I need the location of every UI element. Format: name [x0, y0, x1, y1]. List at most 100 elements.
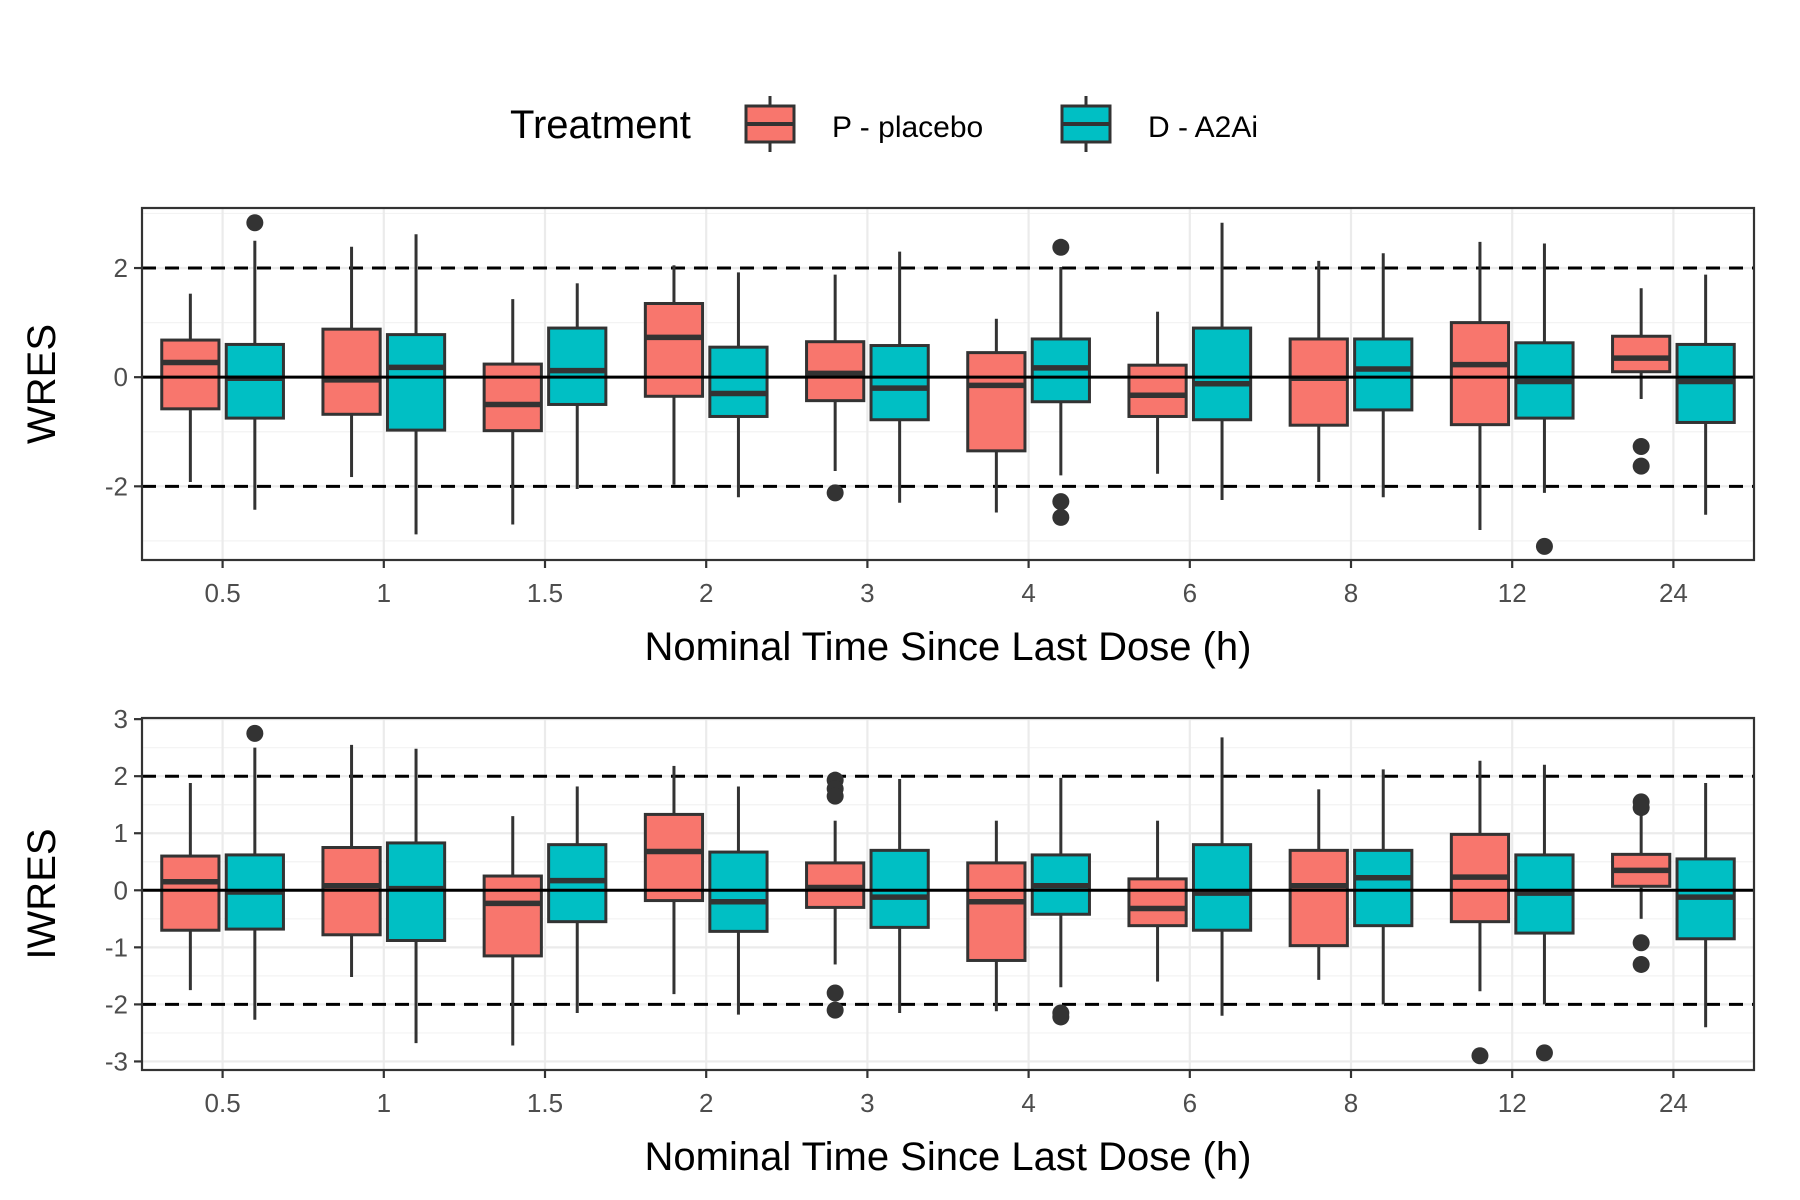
y-tick-label: 1 [114, 818, 128, 848]
y-axis-title: IWRES [20, 828, 64, 959]
outlier-point [826, 984, 844, 1002]
box-6 [1191, 737, 1253, 1016]
box-1 [321, 246, 382, 478]
x-tick-label: 4 [1021, 578, 1035, 608]
box-iqr [1353, 337, 1414, 412]
box-2 [708, 272, 769, 498]
box-iqr [160, 854, 221, 932]
y-tick-label: 3 [114, 704, 128, 734]
box-2 [643, 765, 705, 995]
box-iqr [1449, 321, 1511, 427]
y-tick-label: -3 [105, 1046, 128, 1076]
box-1 [385, 234, 447, 535]
box-0.5 [224, 724, 285, 1020]
outlier-point [1052, 238, 1070, 256]
series-placebo [160, 744, 1672, 1065]
box-iqr [643, 302, 705, 398]
outlier-point [1471, 1047, 1489, 1065]
legend-label-placebo: P - placebo [832, 111, 983, 144]
y-tick-label: -2 [105, 471, 128, 501]
panel-border [140, 206, 1756, 562]
box-1.5 [547, 786, 608, 1013]
outlier-point [1632, 457, 1650, 475]
x-tick-label: 4 [1021, 1088, 1035, 1118]
y-tick-label: 2 [114, 253, 128, 283]
outlier-point [1535, 1044, 1553, 1062]
box-12 [1449, 760, 1511, 1065]
box-iqr [1127, 877, 1188, 928]
legend-key-placebo [744, 96, 796, 152]
box-4 [966, 820, 1027, 1012]
box-8 [1353, 769, 1414, 1005]
box-24 [1675, 783, 1736, 1028]
outlier-point [826, 787, 844, 805]
x-tick-label: 8 [1344, 1088, 1358, 1118]
box-1.5 [547, 283, 608, 490]
outlier-point [1632, 799, 1650, 817]
outlier-point [826, 484, 844, 502]
wres-panel: -2 0 2 0.5 1 1.5 2 3 4 6 8 12 24 Nominal Time Since L… [20, 206, 1756, 669]
box-iqr [1191, 843, 1253, 932]
y-tick-label: -2 [105, 989, 128, 1019]
x-tick-label: 1 [377, 1088, 391, 1118]
box-6 [1191, 222, 1253, 500]
y-tick-label: 2 [114, 761, 128, 791]
series-placebo [160, 241, 1672, 530]
box-iqr [1353, 848, 1414, 928]
box-24 [1611, 288, 1672, 475]
box-iqr [321, 327, 382, 416]
x-tick-label: 2 [699, 578, 713, 608]
box-iqr [547, 326, 608, 406]
x-tick-label: 0.5 [205, 1088, 241, 1118]
box-iqr [1127, 363, 1188, 418]
x-tick-label: 1 [377, 578, 391, 608]
box-iqr [482, 362, 543, 433]
outlier-point [246, 724, 264, 742]
y-tick-label: 0 [114, 362, 128, 392]
box-24 [1675, 274, 1736, 515]
box-12 [1449, 241, 1511, 530]
outlier-point [1052, 1008, 1070, 1026]
box-3 [805, 274, 866, 502]
x-tick-label: 0.5 [205, 578, 241, 608]
legend-title: Treatment [510, 103, 691, 147]
box-2 [643, 265, 705, 485]
x-tick-label: 24 [1659, 578, 1688, 608]
y-axis-title: WRES [20, 324, 64, 444]
box-3 [805, 771, 866, 1019]
x-tick-label: 2 [699, 1088, 713, 1118]
outlier-point [1632, 934, 1650, 952]
outlier-point [1632, 437, 1650, 455]
box-iqr [708, 345, 769, 418]
x-tick-label: 12 [1498, 1088, 1527, 1118]
x-tick-label: 24 [1659, 1088, 1688, 1118]
box-6 [1127, 311, 1188, 474]
x-tick-label: 3 [860, 1088, 874, 1118]
box-iqr [1288, 848, 1349, 948]
outlier-point [826, 1001, 844, 1019]
x-tick-label: 1.5 [527, 1088, 563, 1118]
x-tick-label: 1.5 [527, 578, 563, 608]
panel-border [140, 716, 1756, 1072]
legend-label-a2ai: D - A2Ai [1148, 111, 1258, 144]
y-tick-label: 0 [114, 875, 128, 905]
outlier-point [1052, 508, 1070, 526]
legend: Treatment P - placebo D - A2Ai [510, 96, 1258, 152]
box-iqr [1288, 337, 1349, 427]
box-24 [1611, 793, 1672, 973]
x-axis-title: Nominal Time Since Last Dose (h) [645, 1135, 1252, 1179]
box-iqr [1611, 334, 1672, 374]
box-4 [1030, 238, 1091, 526]
box-iqr [160, 338, 221, 411]
legend-key-a2ai [1060, 96, 1112, 152]
x-tick-label: 3 [860, 578, 874, 608]
box-1.5 [482, 299, 543, 525]
y-tick-label: -1 [105, 932, 128, 962]
box-iqr [482, 874, 543, 958]
box-0.5 [160, 783, 221, 991]
box-3 [869, 251, 930, 503]
box-12 [1514, 764, 1575, 1062]
x-tick-label: 6 [1183, 578, 1197, 608]
